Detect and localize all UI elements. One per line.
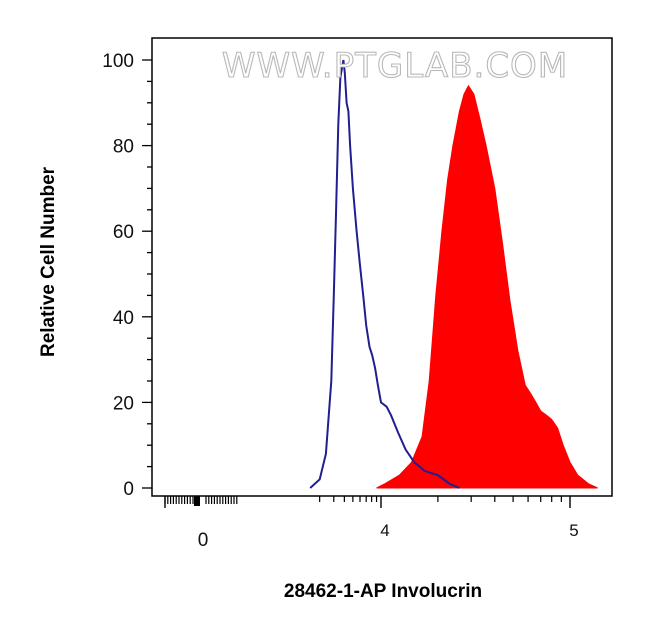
y-tick-label: 40: [113, 308, 134, 329]
y-tick-label: 60: [113, 222, 134, 243]
x-tick-label: 4: [380, 521, 389, 540]
series-histogram-line: [309, 59, 460, 489]
watermark-text: WWW.PTGLAB.COM: [222, 46, 568, 86]
plot-area: [309, 59, 598, 489]
y-tick-label: 20: [113, 393, 134, 414]
plot-frame: [151, 37, 613, 497]
x-zero-tick: [194, 496, 200, 506]
y-tick-label: 100: [102, 51, 134, 72]
y-axis-title: Relative Cell Number: [38, 166, 59, 357]
series-histogram-filled: [376, 84, 598, 489]
x-tick-label: 0: [198, 530, 209, 551]
x-tick-label: 5: [569, 521, 578, 540]
y-tick-label: 0: [123, 479, 134, 500]
y-tick-label: 80: [113, 137, 134, 158]
y-axis: 0 20 40 60 80 100: [102, 51, 152, 500]
x-axis: 0 4 5: [164, 496, 579, 551]
x-axis-title: 28462-1-AP Involucrin: [284, 581, 482, 602]
